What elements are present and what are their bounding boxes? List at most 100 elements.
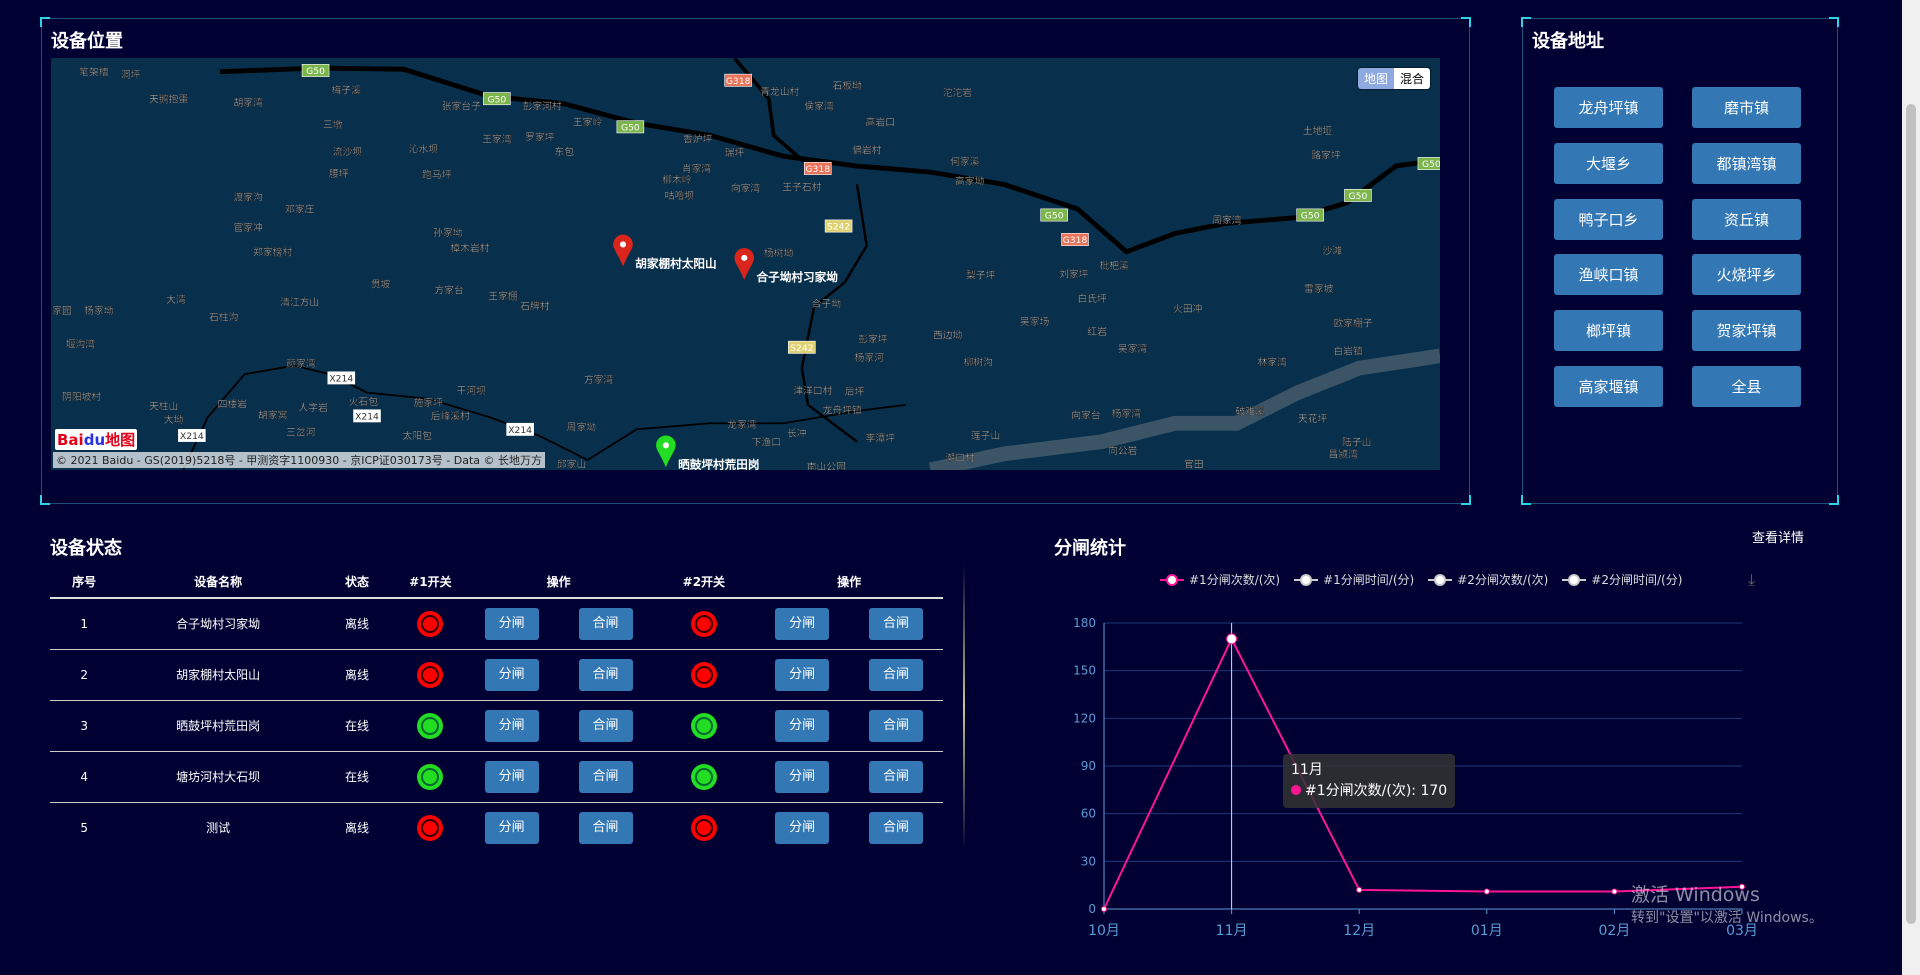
x-tick-label: 10月 xyxy=(1088,923,1120,939)
switch2-open-button[interactable]: 分闸 xyxy=(775,607,830,640)
device-marker[interactable]: 胡家棚村太阳山 xyxy=(613,234,717,271)
map-place-label: 方家湾 xyxy=(584,373,614,386)
switch1-close-button[interactable]: 合闸 xyxy=(578,607,633,640)
switch1-open-button[interactable]: 分闸 xyxy=(484,607,539,640)
switch1-open-button[interactable]: 分闸 xyxy=(484,658,539,691)
switch2-close-button[interactable]: 合闸 xyxy=(869,811,924,844)
map-place-label: 高家坳 xyxy=(955,174,985,187)
switch1-close-button[interactable]: 合闸 xyxy=(578,658,633,691)
map-place-label: 梨子坪 xyxy=(966,269,996,282)
address-button[interactable]: 渔峡口镇 xyxy=(1554,254,1663,296)
switch2-open-button[interactable]: 分闸 xyxy=(775,760,830,793)
map-place-label: 何家溪 xyxy=(950,155,980,168)
scrollbar-thumb[interactable] xyxy=(1906,104,1916,924)
address-button[interactable]: 磨市镇 xyxy=(1692,87,1801,128)
road-shield: G318 xyxy=(1061,233,1089,246)
map-type-switch[interactable]: 地图 混合 xyxy=(1357,68,1430,89)
download-icon[interactable]: ⤓ xyxy=(1748,570,1756,589)
map-place-label: 胡家湾 xyxy=(234,96,264,109)
road-shield: X214 xyxy=(353,409,381,423)
map-type-map[interactable]: 地图 xyxy=(1357,68,1394,89)
legend-item[interactable]: #1分闸时间/(分) xyxy=(1294,571,1414,588)
legend-item[interactable]: #2分闸次数/(次) xyxy=(1428,571,1548,588)
map-place-label: 向公岩 xyxy=(1108,444,1138,457)
map-place-label: 贯坡 xyxy=(371,277,391,290)
map-place-label: 邓家庄 xyxy=(285,203,315,216)
map-place-label: 腰坪 xyxy=(329,167,349,180)
switch1-close-button[interactable]: 合闸 xyxy=(578,811,633,844)
address-button[interactable]: 高家堰镇 xyxy=(1554,366,1663,407)
map-place-label: 方家台 xyxy=(434,283,464,296)
device-marker[interactable]: 合子坳村习家坳 xyxy=(734,248,838,284)
switch2-close-button[interactable]: 合闸 xyxy=(869,760,924,793)
y-tick-label: 90 xyxy=(1081,759,1096,773)
data-point xyxy=(1611,888,1618,895)
address-button[interactable]: 资丘镇 xyxy=(1692,198,1801,240)
legend-item[interactable]: #1分闸次数/(次) xyxy=(1160,571,1280,588)
device-status-table: 序号 设备名称 状态 #1开关 操作 #2开关 操作 1 合子坳村习家坳 离线 分闸 合闸 分闸 合闸 2… xyxy=(50,566,943,853)
map-place-label: 破难溪 xyxy=(1235,405,1265,418)
svg-text:X214: X214 xyxy=(355,412,379,423)
switch2-close-button[interactable]: 合闸 xyxy=(869,709,924,742)
device-marker[interactable]: 晒鼓坪村荒田岗 xyxy=(656,435,760,470)
switch1-status-icon xyxy=(417,610,444,637)
map[interactable]: 笔架槽 洞坪 天鹅抱蛋 胡家湾 梅子溪 张家台子 彭家河村 王家岭 三墩 王家湾 罗家坪 沁水坝 东包 流… xyxy=(51,58,1440,470)
address-button[interactable]: 火烧坪乡 xyxy=(1692,254,1801,296)
map-place-label: 肖家湾 xyxy=(682,162,712,175)
svg-text:G50: G50 xyxy=(621,122,640,133)
address-button[interactable]: 龙舟坪镇 xyxy=(1554,87,1663,128)
map-place-label: 周家湾 xyxy=(1212,214,1242,227)
x-tick-label: 01月 xyxy=(1471,923,1503,939)
map-place-label: 潮口村 xyxy=(945,451,975,464)
device-state: 离线 xyxy=(344,617,369,632)
device-name: 测试 xyxy=(206,821,231,836)
svg-text:S242: S242 xyxy=(790,343,813,354)
column-header: 状态 xyxy=(317,566,397,599)
address-button[interactable]: 大堰乡 xyxy=(1554,142,1663,184)
switch2-open-button[interactable]: 分闸 xyxy=(775,658,830,691)
table-row: 1 合子坳村习家坳 离线 分闸 合闸 分闸 合闸 xyxy=(50,598,943,650)
address-button[interactable]: 都镇湾镇 xyxy=(1692,142,1801,184)
svg-text:G50: G50 xyxy=(1045,211,1064,222)
map-type-hybrid[interactable]: 混合 xyxy=(1393,68,1430,89)
map-place-label: 官家冲 xyxy=(234,221,264,234)
map-place-label: 杨家河 xyxy=(855,351,885,364)
legend-item[interactable]: #2分闸时间/(分) xyxy=(1562,571,1682,588)
switch2-close-button[interactable]: 合闸 xyxy=(869,607,924,640)
map-place-label: 沱沱岩 xyxy=(943,86,973,99)
row-number: 2 xyxy=(80,667,88,682)
view-details-link[interactable]: 查看详情 xyxy=(1752,531,1805,546)
switch2-open-button[interactable]: 分闸 xyxy=(775,709,830,742)
switch1-open-button[interactable]: 分闸 xyxy=(484,760,539,793)
y-tick-label: 30 xyxy=(1081,854,1096,868)
column-header: 设备名称 xyxy=(118,566,318,599)
table-row: 4 塘坊河村大石坝 在线 分闸 合闸 分闸 合闸 xyxy=(50,751,943,803)
watermark-line2: 转到"设置"以激活 Windows。 xyxy=(1631,910,1823,926)
switch1-close-button[interactable]: 合闸 xyxy=(578,709,633,742)
switch1-open-button[interactable]: 分闸 xyxy=(484,709,539,742)
address-button[interactable]: 贺家坪镇 xyxy=(1692,310,1801,352)
switch1-open-button[interactable]: 分闸 xyxy=(484,811,539,844)
map-place-label: 罗家坪 xyxy=(525,130,555,143)
address-button[interactable]: 榔坪镇 xyxy=(1554,310,1663,352)
switch1-close-button[interactable]: 合闸 xyxy=(578,760,633,793)
switch2-open-button[interactable]: 分闸 xyxy=(775,811,830,844)
address-button[interactable]: 鸭子口乡 xyxy=(1554,198,1663,240)
road-shield: G50 xyxy=(1417,157,1440,170)
map-place-label: 白氏坪 xyxy=(1077,292,1107,305)
map-place-label: 白岩镇 xyxy=(1333,345,1363,358)
map-place-label: 刘家坪 xyxy=(1059,267,1089,280)
address-button[interactable]: 全县 xyxy=(1692,366,1801,407)
map-place-label: 柳木岭 xyxy=(662,173,692,186)
map-place-label: 家园 xyxy=(52,304,72,317)
map-place-label: 大湾 xyxy=(166,293,186,306)
scrollbar[interactable] xyxy=(1902,0,1920,975)
svg-text:X214: X214 xyxy=(508,425,532,436)
road-s242 xyxy=(800,184,869,443)
switch2-close-button[interactable]: 合闸 xyxy=(869,658,924,691)
data-point xyxy=(1226,633,1238,645)
column-header: 操作 xyxy=(755,566,943,599)
map-place-label: 施家坪 xyxy=(414,396,444,409)
map-place-label: 梅子溪 xyxy=(332,84,362,97)
